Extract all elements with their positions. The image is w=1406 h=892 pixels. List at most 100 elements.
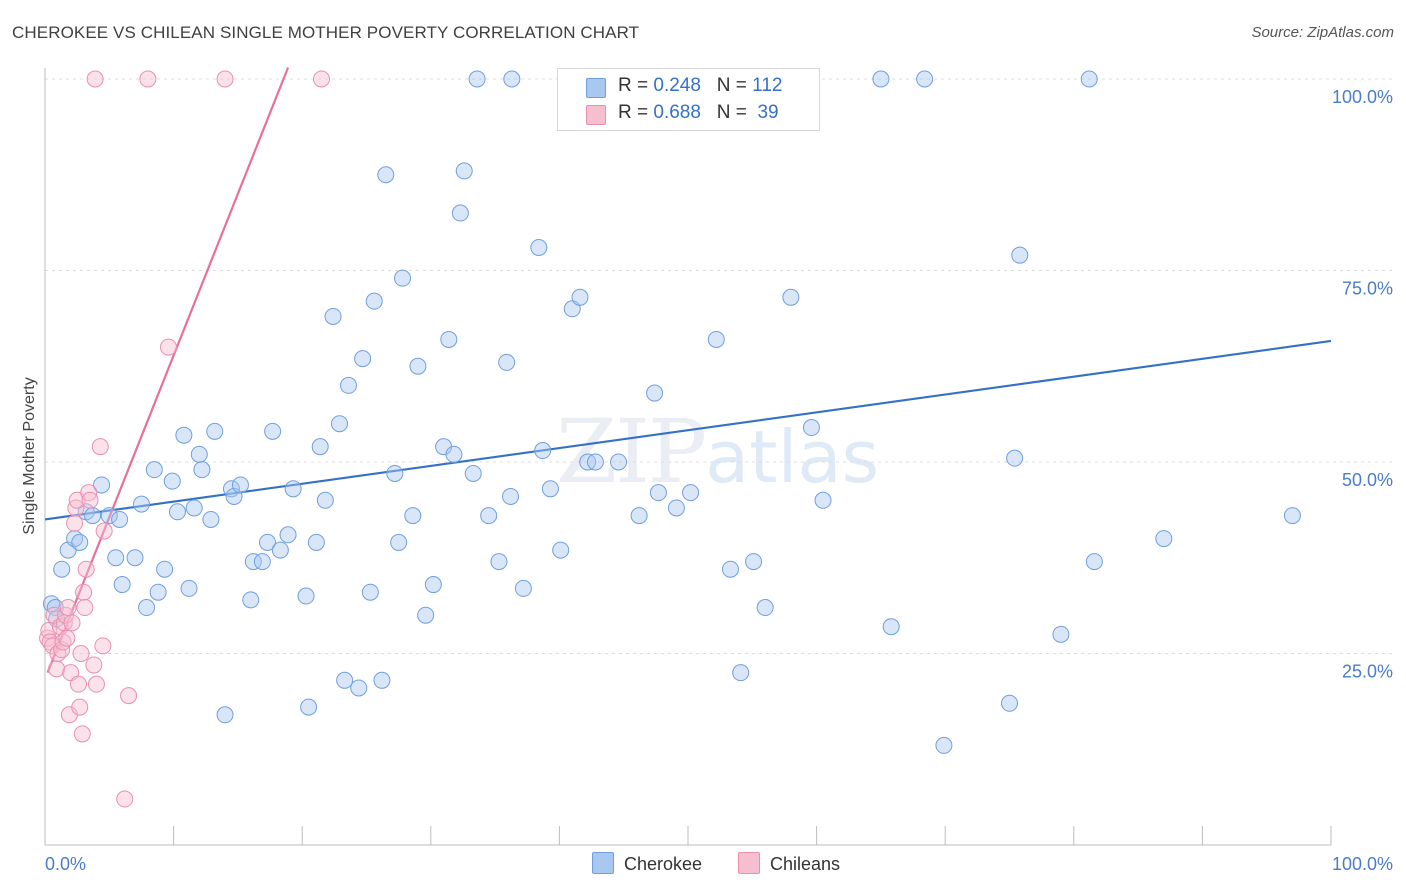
cherokee-point — [802, 419, 820, 437]
cherokee-point — [132, 495, 150, 513]
cherokee-point — [244, 553, 262, 571]
chileans-point — [73, 725, 91, 743]
y-axis-title: Single Mother Poverty — [21, 377, 38, 534]
cherokee-point — [1155, 530, 1173, 548]
chileans-point — [312, 70, 330, 88]
chileans-n-value: 39 — [752, 102, 779, 123]
cherokee-point — [445, 445, 463, 463]
chileans-point — [71, 698, 89, 716]
x-tick-label-max: 100.0% — [1332, 854, 1393, 874]
cherokee-point — [206, 422, 224, 440]
chileans-point — [48, 660, 66, 678]
cherokee-point — [667, 499, 685, 517]
cherokee-point — [530, 239, 548, 257]
data-points — [39, 70, 1301, 808]
cherokee-point — [571, 288, 589, 306]
bottom-legend-chileans: Chileans — [738, 852, 840, 875]
cherokee-point — [451, 204, 469, 222]
chileans-point — [87, 675, 105, 693]
chileans-point — [139, 70, 157, 88]
cherokee-r-value: 0.248 — [653, 75, 701, 96]
cherokee-point — [350, 679, 368, 697]
series-cherokee — [42, 70, 1301, 754]
cherokee-point — [107, 549, 125, 567]
n-label: N = — [716, 102, 747, 123]
cherokee-point — [649, 484, 667, 502]
axis-labels: 25.0% 50.0% 75.0% 100.0% 0.0% 100.0% Single Mo… — [21, 87, 1393, 874]
chileans-legend-swatch — [738, 852, 760, 874]
cherokee-point — [311, 438, 329, 456]
chileans-point — [69, 675, 87, 693]
watermark-zip: ZIP — [556, 400, 707, 503]
chileans-point — [85, 656, 103, 674]
cherokee-point — [138, 599, 156, 617]
cherokee-point — [935, 736, 953, 754]
correlation-legend: R = 0.248 N = 112 R = 0.688 N = 39 — [557, 68, 820, 131]
cherokee-point — [404, 507, 422, 525]
cherokee-point — [745, 553, 763, 571]
cherokee-point — [185, 499, 203, 517]
cherokee-point — [354, 350, 372, 368]
cherokee-point — [464, 464, 482, 482]
cherokee-point — [872, 70, 890, 88]
cherokee-point — [145, 461, 163, 479]
cherokee-point — [180, 579, 198, 597]
chileans-point — [116, 790, 134, 808]
cherokee-point — [417, 606, 435, 624]
cherokee-point — [307, 533, 325, 551]
cherokee-point — [390, 533, 408, 551]
chileans-point — [94, 637, 112, 655]
chileans-point — [76, 599, 94, 617]
cherokee-point — [882, 618, 900, 636]
chileans-point — [91, 438, 109, 456]
cherokee-point — [373, 671, 391, 689]
y-tick-label: 50.0% — [1342, 470, 1393, 490]
cherokee-point — [377, 166, 395, 184]
cherokee-point — [253, 553, 271, 571]
cherokee-point — [271, 541, 289, 559]
cherokee-point — [586, 453, 604, 471]
chileans-point — [63, 614, 81, 632]
chart-title: CHEROKEE VS CHILEAN SINGLE MOTHER POVERT… — [12, 23, 640, 42]
cherokee-point — [231, 476, 249, 494]
cherokee-point — [361, 583, 379, 601]
cherokee-point — [190, 445, 208, 463]
y-tick-label: 100.0% — [1332, 87, 1393, 107]
y-tick-label: 75.0% — [1342, 279, 1393, 299]
cherokee-point — [455, 162, 473, 180]
cherokee-point — [100, 507, 118, 525]
cherokee-point — [630, 507, 648, 525]
cherokee-point — [279, 526, 297, 544]
cherokee-point — [756, 599, 774, 617]
chileans-point — [58, 629, 76, 647]
cherokee-n-value: 112 — [752, 75, 783, 96]
r-label: R = — [618, 75, 649, 96]
cherokee-point — [339, 376, 357, 394]
cherokee-point — [707, 330, 725, 348]
cherokee-point — [552, 541, 570, 559]
cherokee-point — [324, 307, 342, 325]
cherokee-point — [1085, 553, 1103, 571]
watermark-atlas: atlas — [705, 415, 880, 499]
x-tick-label-min: 0.0% — [45, 854, 86, 874]
chileans-legend-label: Chileans — [770, 854, 841, 874]
cherokee-point — [193, 461, 211, 479]
cherokee-point — [502, 487, 520, 505]
chileans-point — [120, 687, 138, 705]
cherokee-point — [503, 70, 521, 88]
cherokee-point — [480, 507, 498, 525]
cherokee-point — [541, 480, 559, 498]
cherokee-point — [721, 560, 739, 578]
cherokee-point — [1006, 449, 1024, 467]
cherokee-legend-label: Cherokee — [624, 854, 703, 874]
cherokee-point — [84, 507, 102, 525]
cherokee-point — [202, 510, 220, 528]
chileans-trendline — [46, 67, 290, 674]
cherokee-point — [490, 553, 508, 571]
cherokee-point — [258, 533, 276, 551]
axes — [44, 68, 1332, 846]
cherokee-point — [1011, 246, 1029, 264]
cherokee-point — [111, 510, 129, 528]
cherokee-point — [365, 292, 383, 310]
